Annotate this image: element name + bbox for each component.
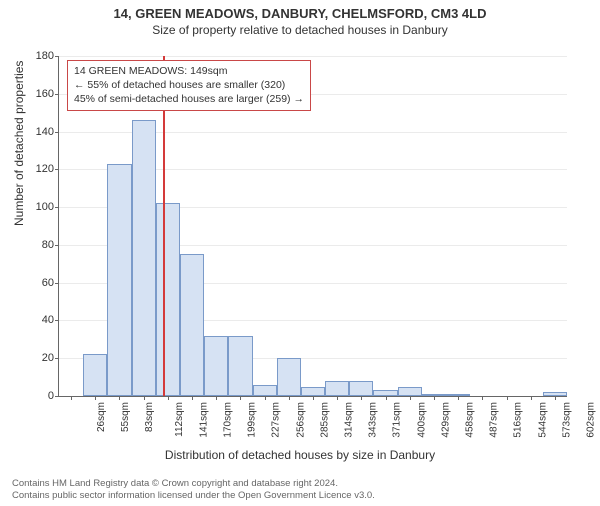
x-tick-label: 227sqm <box>271 402 282 438</box>
x-tick-mark <box>313 396 314 400</box>
y-tick-label: 100 <box>24 201 54 213</box>
x-tick-mark <box>361 396 362 400</box>
x-tick-label: 141sqm <box>198 402 209 438</box>
x-tick-label: 170sqm <box>223 402 234 438</box>
y-tick-mark <box>55 207 59 208</box>
x-tick-mark <box>386 396 387 400</box>
y-tick-label: 60 <box>24 277 54 289</box>
x-tick-label: 458sqm <box>465 402 476 438</box>
y-tick-mark <box>55 56 59 57</box>
x-tick-label: 55sqm <box>120 402 131 432</box>
x-tick-mark <box>458 396 459 400</box>
x-tick-mark <box>337 396 338 400</box>
footnote-line-1: Contains HM Land Registry data © Crown c… <box>12 478 375 490</box>
footnote-line-2: Contains public sector information licen… <box>12 490 375 502</box>
y-tick-label: 120 <box>24 163 54 175</box>
x-tick-mark <box>265 396 266 400</box>
histogram-bar <box>132 120 156 396</box>
x-tick-label: 26sqm <box>96 402 107 432</box>
annotation-line: 45% of semi-detached houses are larger (… <box>74 92 304 106</box>
histogram-chart: 14 GREEN MEADOWS: 149sqm← 55% of detache… <box>58 56 566 396</box>
x-tick-mark <box>507 396 508 400</box>
x-tick-label: 112sqm <box>174 402 185 437</box>
x-tick-mark <box>216 396 217 400</box>
histogram-bar <box>301 387 325 396</box>
x-tick-label: 602sqm <box>585 402 596 438</box>
y-tick-label: 180 <box>24 50 54 62</box>
y-tick-label: 0 <box>24 390 54 402</box>
x-tick-label: 256sqm <box>295 402 306 438</box>
histogram-bar <box>204 336 228 396</box>
x-tick-label: 429sqm <box>440 402 451 438</box>
x-tick-mark <box>289 396 290 400</box>
plot-area: 14 GREEN MEADOWS: 149sqm← 55% of detache… <box>58 56 567 397</box>
gridline <box>59 56 567 57</box>
y-tick-label: 160 <box>24 88 54 100</box>
histogram-bar <box>180 254 204 396</box>
x-tick-label: 400sqm <box>416 402 427 438</box>
x-tick-mark <box>95 396 96 400</box>
x-tick-label: 371sqm <box>392 402 403 438</box>
x-tick-mark <box>119 396 120 400</box>
histogram-bar <box>253 385 277 396</box>
x-tick-label: 516sqm <box>513 402 524 438</box>
x-axis-label: Distribution of detached houses by size … <box>0 448 600 462</box>
x-tick-label: 544sqm <box>537 402 548 438</box>
x-tick-mark <box>434 396 435 400</box>
y-tick-label: 80 <box>24 239 54 251</box>
histogram-bar <box>277 358 301 396</box>
y-tick-mark <box>55 245 59 246</box>
annotation-box: 14 GREEN MEADOWS: 149sqm← 55% of detache… <box>67 60 311 111</box>
x-tick-label: 285sqm <box>319 402 330 438</box>
y-tick-mark <box>55 358 59 359</box>
histogram-bar <box>325 381 349 396</box>
annotation-line: 14 GREEN MEADOWS: 149sqm <box>74 64 304 78</box>
x-tick-label: 573sqm <box>561 402 572 438</box>
x-tick-mark <box>71 396 72 400</box>
x-tick-mark <box>192 396 193 400</box>
histogram-bar <box>398 387 422 396</box>
x-tick-mark <box>531 396 532 400</box>
x-tick-label: 487sqm <box>489 402 500 438</box>
y-tick-label: 20 <box>24 352 54 364</box>
x-tick-mark <box>410 396 411 400</box>
histogram-bar <box>228 336 252 396</box>
x-tick-label: 343sqm <box>368 402 379 438</box>
x-tick-mark <box>482 396 483 400</box>
y-tick-label: 40 <box>24 314 54 326</box>
y-tick-label: 140 <box>24 126 54 138</box>
y-tick-mark <box>55 132 59 133</box>
x-tick-label: 314sqm <box>344 402 355 438</box>
y-tick-mark <box>55 94 59 95</box>
x-tick-label: 199sqm <box>247 402 258 438</box>
page-title: 14, GREEN MEADOWS, DANBURY, CHELMSFORD, … <box>0 6 600 21</box>
y-tick-mark <box>55 283 59 284</box>
histogram-bar <box>349 381 373 396</box>
page-subtitle: Size of property relative to detached ho… <box>0 23 600 37</box>
y-tick-mark <box>55 320 59 321</box>
annotation-line: ← 55% of detached houses are smaller (32… <box>74 78 304 92</box>
y-tick-mark <box>55 169 59 170</box>
y-tick-mark <box>55 396 59 397</box>
x-tick-label: 83sqm <box>144 402 155 432</box>
x-tick-mark <box>168 396 169 400</box>
footnote: Contains HM Land Registry data © Crown c… <box>12 478 375 502</box>
x-tick-mark <box>555 396 556 400</box>
histogram-bar <box>83 354 107 396</box>
x-tick-mark <box>240 396 241 400</box>
x-tick-mark <box>144 396 145 400</box>
histogram-bar <box>156 203 180 396</box>
histogram-bar <box>107 164 131 396</box>
